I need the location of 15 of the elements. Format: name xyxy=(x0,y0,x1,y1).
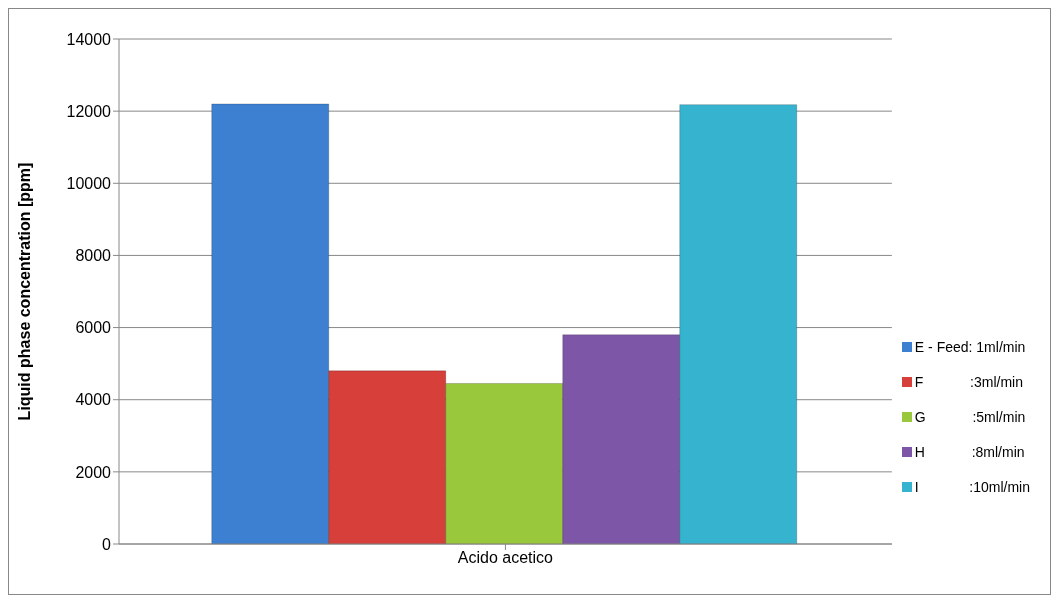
legend-label: G :5ml/min xyxy=(914,409,1026,425)
y-tick-label: 14000 xyxy=(66,30,112,48)
y-axis-title: Liquid phase concentration [ppm] xyxy=(15,162,33,421)
legend-label: E - Feed: 1ml/min xyxy=(914,339,1026,355)
legend-label: I :10ml/min xyxy=(914,479,1030,495)
legend-label: F :3ml/min xyxy=(914,374,1023,390)
y-tick-label: 2000 xyxy=(75,463,112,481)
y-tick-label: 0 xyxy=(102,535,112,553)
y-tick-label: 8000 xyxy=(75,247,112,265)
y-tick-label: 12000 xyxy=(66,102,112,120)
legend-label: H :8ml/min xyxy=(914,444,1025,460)
x-tick-label: Acido acetico xyxy=(457,549,554,567)
y-tick-label: 6000 xyxy=(75,319,112,337)
y-tick-label: 4000 xyxy=(75,391,112,409)
y-tick-label: 10000 xyxy=(66,174,112,192)
